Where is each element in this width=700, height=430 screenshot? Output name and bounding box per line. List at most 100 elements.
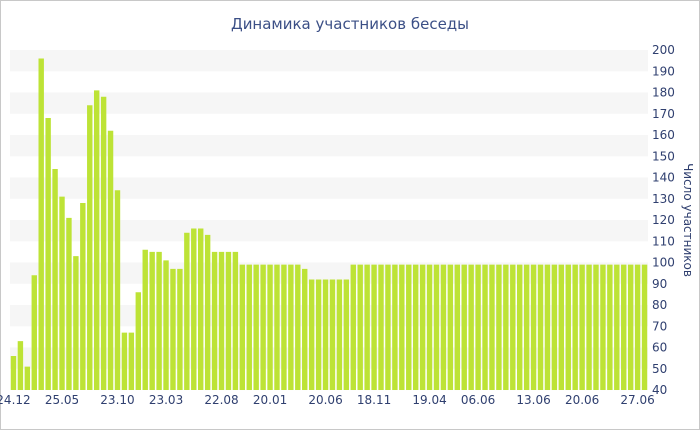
bar [496,264,502,391]
x-tick-label: 20.01 [253,393,287,407]
bar [142,249,148,390]
bar [627,264,634,391]
bar [253,264,259,391]
bar [288,264,294,391]
bar [114,190,121,390]
bar [100,96,107,390]
bar [232,251,239,391]
bar [107,130,114,390]
y-tick-label: 100 [652,256,675,270]
bar [10,356,17,390]
y-tick-label: 160 [652,128,675,142]
bar [198,228,204,390]
bar [593,264,599,391]
bar [281,264,287,391]
bar [343,279,350,390]
y-tick-label: 70 [652,319,667,333]
bar [551,264,558,391]
x-tick-label: 24.12 [0,393,31,407]
bar [239,264,246,391]
bar [329,279,336,390]
bar [17,341,24,391]
y-tick-label: 90 [652,277,667,291]
bar [607,264,613,391]
grid-band [10,347,648,369]
grid-band [10,177,648,199]
bar [523,264,530,391]
x-tick-label: 23.10 [100,393,134,407]
bar [121,332,128,391]
x-tick-label: 23.03 [149,393,183,407]
bar [412,264,419,391]
bar [260,264,266,391]
bar [392,264,398,391]
bar [156,251,162,391]
x-tick-label: 13.06 [516,393,550,407]
bar [586,264,592,391]
bar [357,264,363,391]
bar [135,292,141,390]
y-tick-label: 180 [652,86,675,100]
y-tick-label: 130 [652,192,675,206]
grid-band [10,135,648,157]
bar [274,264,280,391]
bar [87,105,93,390]
bar [454,264,460,391]
y-tick-label: 170 [652,107,675,121]
x-tick-label: 22.08 [204,393,238,407]
grid-band [10,305,648,327]
bar [184,232,190,390]
y-axis-ticks: 40 50 60 70 80 90 100 110 120 130 140 150 160 170 180 1… [652,43,675,397]
bars [10,58,648,391]
bar [579,264,585,391]
bar [537,264,544,391]
bar [600,264,606,391]
bar [364,264,370,391]
bar [177,268,183,391]
bar [322,279,329,390]
bar [302,268,308,391]
y-tick-label: 140 [652,171,675,185]
x-tick-label: 27.06 [620,393,654,407]
x-tick-label: 18.11 [357,393,391,407]
bar [204,234,211,391]
grid-band [10,50,648,72]
bar [641,264,648,391]
bar [440,264,447,391]
bar [128,332,135,391]
bar [218,251,225,391]
bar [59,196,65,391]
grid-band [10,220,648,242]
y-tick-label: 150 [652,149,675,163]
x-axis-ticks: 24.12 25.05 23.10 23.03 22.08 20.01 20.06 18.11… [0,393,655,407]
y-tick-label: 40 [652,383,667,397]
grid-band [10,262,648,284]
bar [558,264,565,391]
bar [572,264,578,391]
bar [93,90,100,391]
bar [73,256,79,391]
x-tick-label: 20.06 [308,393,342,407]
y-tick-label: 60 [652,341,667,355]
bar [52,169,58,390]
bar [433,264,440,391]
bar [336,279,343,390]
x-tick-label: 20.06 [565,393,599,407]
bar [295,264,301,391]
x-tick-label: 19.04 [412,393,446,407]
y-axis-label: Число участников [681,163,695,277]
chart-title: Динамика участников беседы [231,15,469,33]
bar [211,251,218,391]
bar [468,264,474,391]
bar [503,264,509,391]
bar [475,264,481,391]
bar [267,264,273,391]
bar [38,58,44,390]
bar [378,264,384,391]
y-tick-label: 50 [652,362,667,376]
y-tick-label: 120 [652,213,675,227]
bar [225,251,232,391]
bar [406,264,412,391]
bar [489,264,495,391]
